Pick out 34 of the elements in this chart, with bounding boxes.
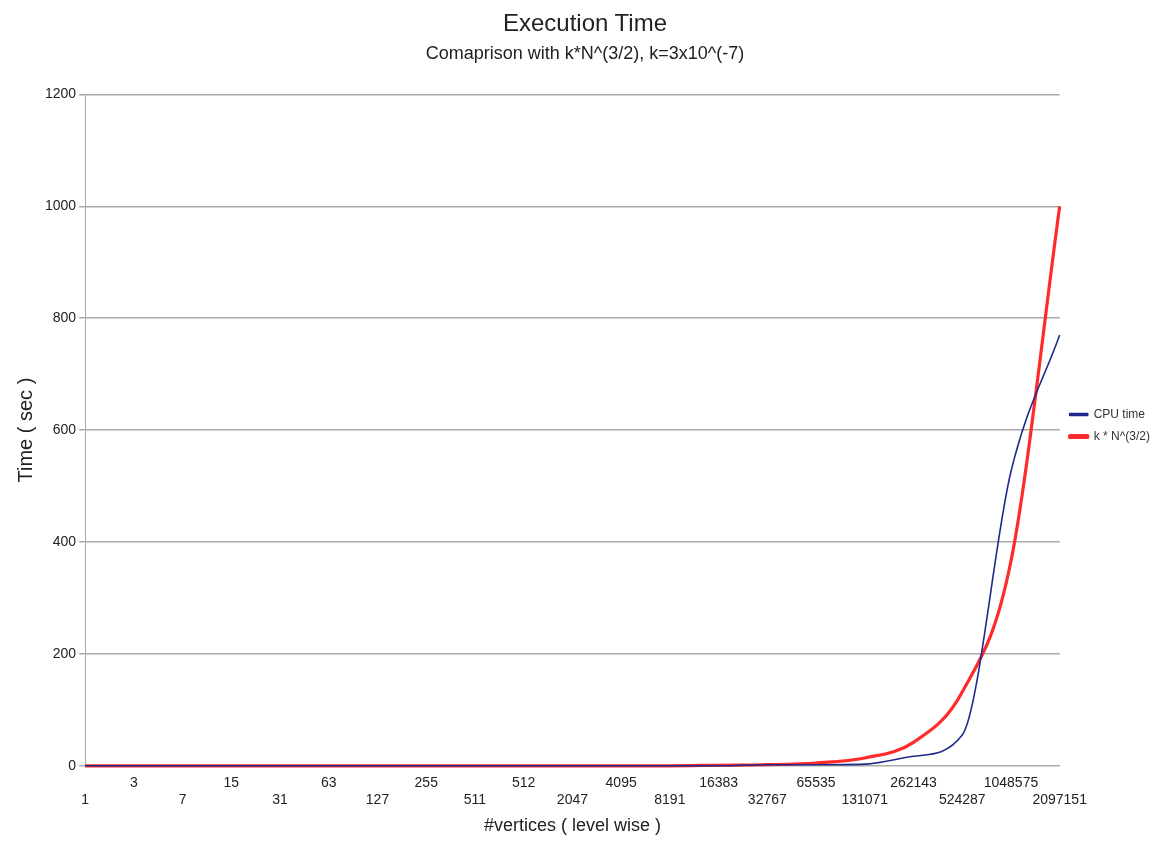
y-tick-label: 600 (52, 420, 77, 437)
x-tick-label: 32767 (747, 790, 787, 807)
chart-subtitle: Comaprison with k*N^(3/2), k=3x10^(-7) (425, 42, 745, 63)
y-tick-label: 200 (52, 644, 77, 661)
x-tick-label: 262143 (890, 774, 938, 791)
x-tick-label: 8191 (654, 790, 686, 807)
x-tick-label: 15 (223, 774, 240, 791)
y-tick-label: 0 (68, 756, 77, 773)
x-axis-title: #vertices ( level wise ) (483, 815, 661, 836)
x-tick-label: 511 (463, 790, 487, 807)
x-tick-label: 7 (178, 790, 187, 807)
x-tick-label: 127 (365, 790, 390, 807)
x-tick-label: 512 (512, 774, 536, 791)
x-tick-label: 31 (272, 790, 289, 807)
x-tick-label: 255 (414, 774, 439, 791)
legend-label: CPU time (1093, 406, 1146, 421)
x-tick-label: 63 (320, 774, 337, 791)
y-tick-label: 1000 (44, 197, 77, 214)
legend-label: k * N^(3/2) (1093, 428, 1150, 443)
x-tick-label: 2047 (556, 790, 589, 807)
x-tick-label: 1 (81, 790, 90, 807)
x-tick-label: 16383 (699, 774, 739, 791)
x-tick-label: 131071 (841, 790, 889, 807)
y-tick-label: 1200 (44, 85, 77, 102)
x-tick-label: 4095 (605, 774, 637, 791)
x-tick-label: 524287 (938, 790, 986, 807)
x-tick-label: 65535 (796, 774, 836, 791)
x-tick-label: 2097151 (1032, 790, 1088, 807)
x-tick-label: 3 (129, 774, 138, 791)
y-tick-label: 400 (52, 532, 77, 549)
x-tick-label: 1048575 (983, 774, 1039, 791)
y-tick-label: 800 (52, 309, 77, 326)
chart-title: Execution Time (502, 9, 668, 37)
y-axis-title: Time ( sec ) (13, 377, 36, 483)
